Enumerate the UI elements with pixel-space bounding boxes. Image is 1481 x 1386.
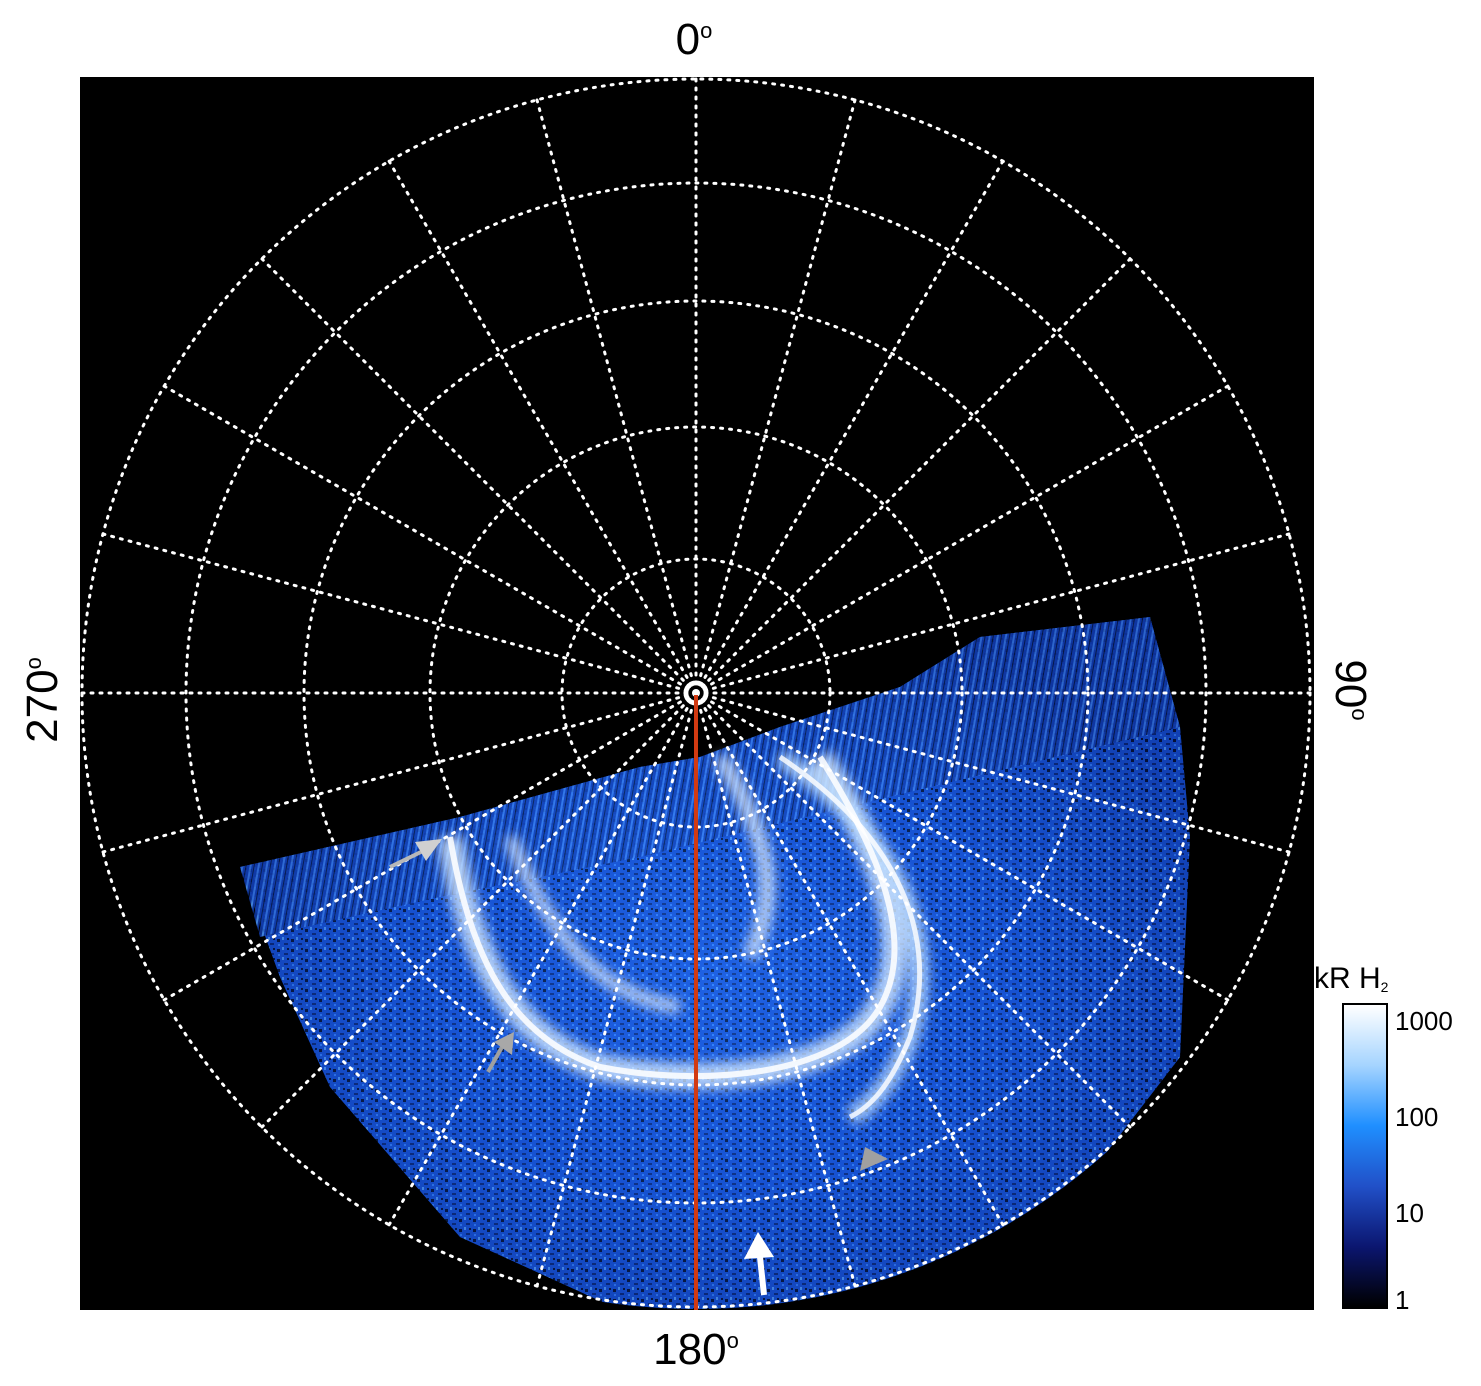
arrow-left-lower (486, 1032, 514, 1073)
colorbar-tick-1: 1 (1395, 1285, 1410, 1315)
colorbar-title: kR H2 (1314, 962, 1389, 995)
polar-projection-image (80, 77, 1314, 1310)
colorbar-gradient (1344, 1005, 1386, 1307)
aurora-region (240, 617, 1190, 1309)
longitude-label-0: 0o (675, 15, 713, 64)
longitude-label-90: 90o (1326, 659, 1375, 721)
colorbar-tick-10: 10 (1395, 1198, 1424, 1228)
colorbar-tick-100: 100 (1395, 1102, 1439, 1132)
arrow-right-lower (860, 1147, 888, 1171)
arrow-upper-left (389, 839, 442, 869)
colorbar-tick-1000: 1000 (1395, 1006, 1453, 1036)
longitude-label-270: 270o (18, 657, 67, 743)
colorbar (1342, 1003, 1388, 1309)
polar-plot (80, 77, 1312, 1310)
arrow-bottom-white (744, 1232, 774, 1296)
longitude-label-180: 180o (653, 1325, 739, 1374)
